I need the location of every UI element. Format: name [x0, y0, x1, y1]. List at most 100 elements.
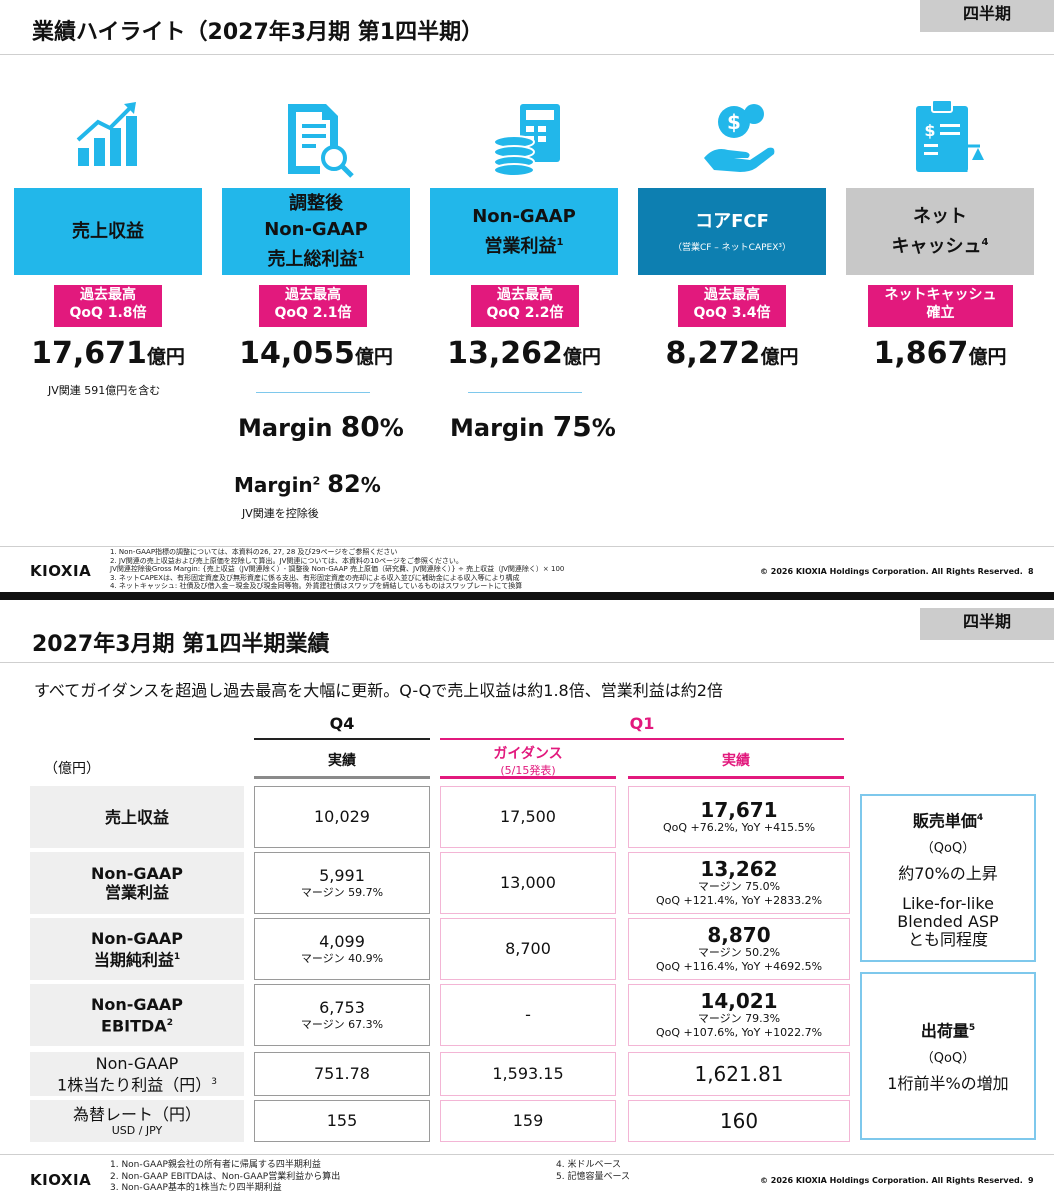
cell-net-income-guidance: 8,700	[440, 918, 616, 980]
column-q4-actual: 実績	[328, 753, 356, 769]
cell-operating-guidance: 13,000	[440, 852, 616, 914]
footnote-mark: 1	[556, 236, 564, 248]
document-magnifier-icon	[288, 104, 354, 178]
row-label-revenue: 売上収益	[30, 786, 244, 848]
results-summary: すべてガイダンスを超過し過去最高を大幅に更新。Q-Qで売上収益は約1.8倍、営業…	[34, 681, 723, 700]
margin-gross-ex-jv: Margin2 82%	[234, 470, 381, 498]
metric-label: Non-GAAP	[472, 205, 576, 227]
cell-eps-guidance: 1,593.15	[440, 1052, 616, 1096]
growth-chart-icon	[76, 102, 137, 166]
metric-box-operating-profit: Non-GAAP 営業利益1	[430, 188, 618, 275]
slide-results: 2027年3月期 第1四半期業績 四半期 すべてガイダンスを超過し過去最高を大幅…	[0, 600, 1054, 1200]
page-number: 9	[1028, 1176, 1034, 1185]
value-operating-profit: 13,262億円	[447, 336, 601, 371]
guidance-rule	[440, 776, 616, 779]
cell-fx-q1: 160	[628, 1100, 850, 1142]
separator	[468, 392, 582, 393]
metric-box-gross-profit: 調整後 Non-GAAP 売上総利益1	[222, 188, 410, 275]
column-q1-actual: 実績	[722, 753, 750, 769]
side-box-shipments: 出荷量5 （QoQ） 1桁前半%の増加	[860, 972, 1036, 1140]
cell-eps-q1: 1,621.81	[628, 1052, 850, 1096]
metric-label: 営業利益	[484, 235, 557, 257]
footnotes-left: 1. Non-GAAP親会社の所有者に帰属する四半期利益 2. Non-GAAP…	[110, 1160, 341, 1193]
q1-rule	[440, 738, 844, 740]
badge-core-fcf: 過去最高 QoQ 3.4倍	[678, 285, 786, 327]
cell-net-income-q1: 8,870 マージン 50.2% QoQ +116.4%, YoY +4692.5%	[628, 918, 850, 980]
metric-label: キャッシュ	[891, 235, 982, 257]
metric-label: コアFCF	[695, 210, 769, 232]
row-label-fx: 為替レート（円） USD / JPY	[30, 1100, 244, 1142]
cell-revenue-q1: 17,671 QoQ +76.2%, YoY +415.5%	[628, 786, 850, 848]
column-q4: Q4	[329, 714, 355, 733]
cell-net-income-q4: 4,099 マージン 40.9%	[254, 918, 430, 980]
footnote-mark: 4	[981, 236, 989, 248]
footnotes: 1. Non-GAAP指標の調整については、本資料の26, 27, 28 及び2…	[110, 548, 565, 590]
svg-text:$: $	[727, 110, 741, 134]
q4-actual-rule	[254, 776, 430, 779]
guidance-date: (5/15発表)	[500, 764, 556, 777]
side-box-asp: 販売単価4 （QoQ） 約70%の上昇 Like-for-like Blende…	[860, 794, 1036, 962]
metric-label: ネット	[913, 205, 967, 227]
metric-label: Non-GAAP	[264, 218, 368, 240]
margin-ex-jv-note: JV関連を控除後	[242, 507, 319, 520]
footer-rule	[0, 546, 1054, 547]
column-q1: Q1	[629, 714, 655, 733]
cell-operating-q1: 13,262 マージン 75.0% QoQ +121.4%, YoY +2833.2…	[628, 852, 850, 914]
margin-operating: Margin 75%	[450, 410, 616, 443]
value-net-cash: 1,867億円	[873, 336, 1007, 371]
copyright: © 2026 KIOXIA Holdings Corporation. All …	[760, 567, 1023, 576]
metric-label: 調整後	[289, 192, 343, 214]
badge-net-cash: ネットキャッシュ 確立	[868, 285, 1013, 327]
metric-label: 売上総利益	[267, 248, 358, 270]
cell-ebitda-q4: 6,753 マージン 67.3%	[254, 984, 430, 1046]
row-label-ebitda: Non-GAAP EBITDA2	[30, 984, 244, 1046]
quarterly-tag: 四半期	[920, 608, 1054, 640]
cell-fx-q4: 155	[254, 1100, 430, 1142]
cell-ebitda-guidance: -	[440, 984, 616, 1046]
metric-box-revenue: 売上収益	[14, 188, 202, 275]
metric-sublabel: （営業CF – ネットCAPEX³）	[672, 242, 791, 253]
cell-revenue-q4: 10,029	[254, 786, 430, 848]
title-rule	[0, 662, 1054, 663]
kioxia-logo: KIOXIA	[30, 562, 92, 580]
footnotes-right: 4. 米ドルベース 5. 記憶容量ベース	[556, 1160, 630, 1182]
badge-operating-profit: 過去最高 QoQ 2.2倍	[471, 285, 579, 327]
separator	[256, 392, 370, 393]
unit-label: （億円）	[44, 761, 100, 777]
copyright: © 2026 KIOXIA Holdings Corporation. All …	[760, 1176, 1023, 1185]
quarterly-tag: 四半期	[920, 0, 1054, 32]
page-title: 2027年3月期 第1四半期業績	[32, 632, 330, 657]
q1-actual-rule	[628, 776, 844, 779]
value-revenue: 17,671億円	[31, 336, 185, 371]
svg-text:$: $	[924, 121, 935, 140]
cell-eps-q4: 751.78	[254, 1052, 430, 1096]
badge-gross-profit: 過去最高 QoQ 2.1倍	[259, 285, 367, 327]
slide-highlights: 業績ハイライト（2027年3月期 第1四半期） 四半期 $ $	[0, 0, 1054, 592]
row-label-operating-profit: Non-GAAP 営業利益	[30, 852, 244, 914]
column-guidance: ガイダンス	[493, 746, 563, 762]
row-label-net-income: Non-GAAP 当期純利益1	[30, 918, 244, 980]
metric-box-core-fcf: コアFCF （営業CF – ネットCAPEX³）	[638, 188, 826, 275]
cell-revenue-guidance: 17,500	[440, 786, 616, 848]
value-gross-profit: 14,055億円	[239, 336, 393, 371]
cell-ebitda-q1: 14,021 マージン 79.3% QoQ +107.6%, YoY +1022.7…	[628, 984, 850, 1046]
page-title: 業績ハイライト（2027年3月期 第1四半期）	[32, 20, 484, 45]
page-number: 8	[1028, 567, 1034, 576]
footer-rule	[0, 1154, 1054, 1155]
coins-calculator-icon	[493, 104, 560, 177]
title-rule	[0, 54, 1054, 55]
footnote-mark: 1	[357, 249, 365, 261]
value-core-fcf: 8,272億円	[665, 336, 799, 371]
margin-gross: Margin 80%	[238, 410, 404, 443]
cell-fx-guidance: 159	[440, 1100, 616, 1142]
clipboard-scale-icon: $	[916, 99, 984, 172]
revenue-note: JV関連 591億円を含む	[48, 384, 161, 397]
hand-coin-icon: $	[704, 104, 775, 172]
slide-divider	[0, 592, 1054, 600]
badge-revenue: 過去最高 QoQ 1.8倍	[54, 285, 162, 327]
metric-label: 売上収益	[72, 220, 144, 242]
q4-rule	[254, 738, 430, 740]
metric-box-net-cash: ネット キャッシュ4	[846, 188, 1034, 275]
kioxia-logo: KIOXIA	[30, 1171, 92, 1189]
cell-operating-q4: 5,991 マージン 59.7%	[254, 852, 430, 914]
